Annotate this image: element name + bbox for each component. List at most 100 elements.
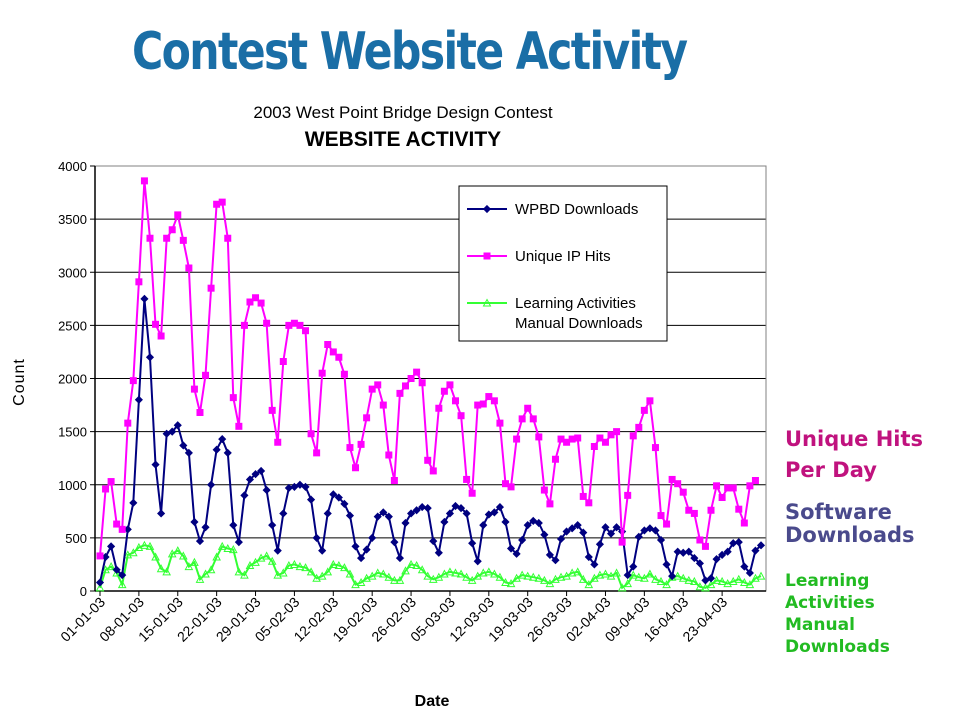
data-point	[612, 523, 621, 532]
data-point	[568, 524, 577, 533]
data-point	[745, 568, 754, 578]
y-tick-label: 1000	[58, 478, 87, 493]
data-point	[162, 429, 171, 438]
chart-ylabel: Count	[11, 358, 28, 406]
data-point	[601, 569, 610, 578]
data-point	[573, 567, 583, 576]
data-point	[545, 550, 554, 559]
data-point	[185, 264, 193, 272]
data-point	[373, 568, 383, 577]
chart-legend: WPBD Downloads Unique IP Hits Learning Act…	[458, 185, 668, 342]
data-point	[195, 536, 205, 546]
data-point	[529, 415, 537, 423]
data-point	[146, 234, 154, 242]
data-point	[756, 571, 766, 580]
data-point	[662, 580, 671, 589]
data-point	[456, 569, 466, 578]
data-point	[568, 435, 576, 443]
data-point	[267, 556, 277, 565]
data-point	[262, 485, 271, 495]
data-point	[306, 567, 316, 576]
data-point	[284, 560, 294, 569]
data-point	[551, 574, 560, 583]
data-point	[656, 576, 666, 585]
data-point	[484, 567, 494, 576]
data-point	[482, 298, 492, 307]
data-point	[362, 545, 371, 554]
data-point	[740, 519, 748, 527]
data-point	[685, 506, 693, 514]
legend-box	[458, 185, 668, 342]
data-point	[613, 428, 621, 436]
data-point	[406, 509, 416, 518]
data-point	[468, 489, 476, 497]
data-point	[206, 565, 216, 574]
data-point	[334, 560, 344, 569]
data-point	[495, 502, 504, 512]
data-point	[696, 536, 704, 544]
data-point	[290, 482, 299, 491]
data-point	[240, 570, 249, 579]
data-point	[329, 490, 338, 499]
data-point	[456, 504, 466, 513]
data-point	[451, 397, 459, 405]
data-point	[307, 430, 315, 438]
data-point	[663, 520, 671, 528]
data-point	[629, 562, 638, 571]
data-point	[528, 572, 538, 581]
data-point	[145, 541, 155, 550]
data-point	[317, 571, 327, 580]
data-point	[556, 572, 566, 581]
data-point	[563, 438, 571, 446]
data-point	[363, 414, 371, 422]
data-point	[196, 409, 204, 416]
data-point	[429, 467, 437, 475]
data-point	[373, 512, 382, 521]
data-point	[751, 546, 760, 555]
data-point	[151, 552, 160, 561]
data-point	[501, 517, 510, 527]
data-point	[190, 385, 198, 393]
learning-downloads-label: Learning Activities Manual Downloads	[785, 570, 890, 658]
data-point	[362, 573, 371, 582]
data-point	[445, 509, 455, 518]
data-point	[195, 574, 205, 583]
data-point	[501, 577, 510, 586]
data-point	[446, 381, 454, 389]
data-point	[651, 444, 659, 452]
data-point	[390, 538, 399, 547]
data-point	[601, 523, 610, 532]
legend-label: Unique IP Hits	[515, 248, 611, 265]
y-tick-label: 500	[65, 531, 87, 546]
data-point	[479, 400, 487, 408]
data-point	[551, 455, 559, 463]
data-point	[451, 568, 460, 577]
data-point	[234, 567, 244, 576]
data-point	[123, 550, 133, 559]
data-point	[674, 480, 682, 488]
data-point	[268, 406, 276, 414]
data-point	[462, 509, 471, 518]
data-point	[623, 579, 633, 588]
data-point	[273, 570, 283, 579]
series-wpbd-downloads	[95, 294, 766, 587]
legend-label: WPBD Downloads	[515, 201, 638, 218]
data-point	[251, 470, 260, 479]
software-downloads-label: Software Downloads	[785, 501, 915, 547]
data-point	[340, 370, 348, 378]
data-point	[374, 381, 382, 389]
data-point	[107, 542, 116, 551]
data-point	[751, 573, 760, 582]
data-point	[573, 521, 582, 530]
data-point	[513, 435, 521, 443]
data-point	[495, 572, 505, 581]
data-point	[223, 448, 232, 457]
data-point	[506, 544, 516, 553]
data-point	[134, 395, 143, 404]
data-point	[228, 545, 238, 554]
data-point	[201, 523, 210, 532]
data-point	[402, 382, 410, 390]
data-point	[729, 484, 737, 492]
data-point	[562, 527, 571, 536]
data-point	[163, 234, 171, 242]
